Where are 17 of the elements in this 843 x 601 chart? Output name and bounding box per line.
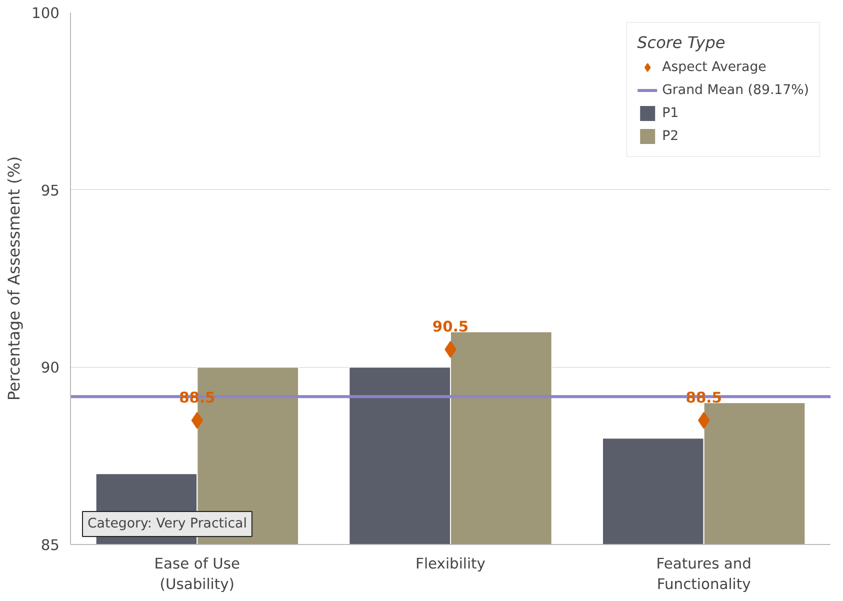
y-axis-title: Percentage of Assessment (%) (4, 156, 24, 401)
x-tick-label: Flexibility (416, 556, 486, 572)
data-label: 88.5 (179, 389, 216, 406)
y-tick-label: 85 (40, 537, 60, 554)
annotation: Category: Very Practical (88, 516, 247, 532)
legend-label: Aspect Average (662, 60, 766, 74)
y-tick-label: 90 (40, 360, 60, 377)
y-tick-label: 100 (32, 5, 60, 22)
data-label: 90.5 (432, 318, 469, 336)
x-tick-label: Features and Functionality (656, 556, 752, 593)
legend-label: P1 (662, 106, 680, 120)
y-tick-label: 95 (40, 182, 60, 200)
legend-label: Grand Mean (89.17%) (662, 82, 809, 98)
legend-title: Score Type (637, 33, 726, 52)
legend-label: P2 (662, 128, 680, 144)
data-label: 88.5 (686, 389, 722, 406)
x-tick-label: Ease of Use (Usability) (154, 556, 240, 593)
